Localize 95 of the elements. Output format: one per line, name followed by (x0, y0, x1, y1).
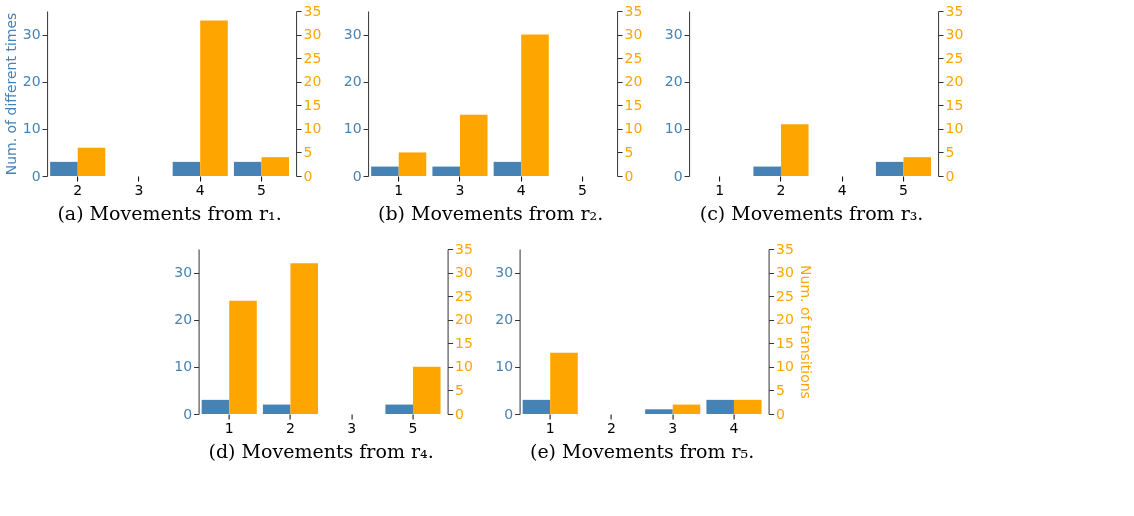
text: (c) Movements from r₃. (699, 202, 924, 224)
y2-tick-label: 10 (776, 358, 794, 375)
y2-tick-label: 5 (776, 381, 786, 398)
y2-tick-label: 25 (945, 49, 964, 66)
y-tick-label: 10 (22, 120, 41, 137)
text: (b) Movements from r₂. (378, 202, 604, 224)
y-tick-label: 20 (664, 73, 683, 90)
x-tick-label: 2 (607, 419, 616, 436)
y-tick-label: 20 (22, 73, 41, 90)
y2-tick-label: 15 (776, 334, 794, 351)
y2-tick-label: 15 (624, 96, 643, 113)
y2-tick-label: 0 (945, 167, 955, 184)
y-tick-label: 20 (495, 311, 514, 328)
y-tick-label: 30 (174, 264, 193, 281)
y2-tick-label: 30 (945, 26, 964, 43)
y2-tick-label: 30 (624, 26, 643, 43)
x-tick-label: 5 (257, 181, 266, 198)
bar (398, 152, 427, 176)
y2-tick-label: 10 (303, 120, 322, 137)
x-tick-label: 1 (545, 419, 555, 436)
y-tick-label: 30 (495, 264, 514, 281)
y2-tick-label: 10 (624, 120, 643, 137)
y-axis-title: Num. of different times (2, 12, 19, 176)
y2-tick-label: 35 (624, 2, 643, 19)
y-tick-label: 10 (174, 358, 193, 375)
x-tick-label: 5 (408, 419, 418, 436)
x-tick-label: 1 (394, 181, 404, 198)
x-tick-label: 4 (837, 181, 847, 198)
x-tick-label: 2 (776, 181, 786, 198)
bar (412, 366, 441, 414)
text: (d) Movements from r₄. (208, 440, 434, 462)
text: (e) Movements from r₅. (529, 440, 755, 462)
x-tick-label: 3 (455, 181, 465, 198)
y2-tick-label: 25 (776, 287, 794, 304)
y2-tick-label: 20 (303, 73, 322, 90)
y2-tick-label: 5 (303, 143, 313, 160)
y2-tick-label: 20 (945, 73, 964, 90)
x-tick-label: 1 (224, 419, 234, 436)
y-tick-label: 20 (343, 73, 362, 90)
y2-tick-label: 5 (624, 143, 634, 160)
bar (200, 20, 228, 176)
bar (459, 114, 488, 176)
bar (521, 34, 549, 176)
y-tick-label: 0 (352, 167, 362, 184)
x-tick-label: 2 (286, 419, 295, 436)
y-tick-label: 10 (343, 120, 362, 137)
y2-tick-label: 20 (455, 311, 473, 328)
y2-tick-label: 35 (455, 240, 473, 257)
bar (550, 352, 578, 414)
x-tick-label: 5 (578, 181, 587, 198)
y2-tick-label: 15 (945, 96, 964, 113)
y-tick-label: 10 (664, 120, 683, 137)
y2-tick-label: 25 (455, 287, 473, 304)
y2-tick-label: 30 (303, 26, 322, 43)
x-tick-label: 4 (729, 419, 739, 436)
y-tick-label: 30 (664, 26, 683, 43)
y2-tick-label: 35 (945, 2, 964, 19)
y2-tick-label: 5 (945, 143, 955, 160)
y-tick-label: 30 (343, 26, 362, 43)
x-tick-label: 2 (73, 181, 83, 198)
y2-tick-label: 5 (455, 381, 465, 398)
y-tick-label: 0 (183, 405, 193, 422)
y2-tick-label: 10 (455, 358, 473, 375)
y-tick-label: 0 (31, 167, 41, 184)
y-tick-label: 10 (495, 358, 514, 375)
y2-tick-label: 30 (455, 264, 473, 281)
x-tick-label: 3 (668, 419, 678, 436)
y2-axis-title: Num. of transitions (797, 265, 814, 399)
x-tick-label: 3 (134, 181, 144, 198)
y2-tick-label: 10 (945, 120, 964, 137)
y2-tick-label: 20 (624, 73, 643, 90)
y2-tick-label: 35 (303, 2, 322, 19)
y2-tick-label: 15 (455, 334, 473, 351)
x-tick-label: 4 (195, 181, 205, 198)
y2-tick-label: 30 (776, 264, 794, 281)
y2-tick-label: 35 (776, 240, 794, 257)
y2-tick-label: 25 (624, 49, 643, 66)
x-tick-label: 4 (516, 181, 526, 198)
y2-tick-label: 15 (303, 96, 322, 113)
y2-tick-label: 0 (303, 167, 313, 184)
y-tick-label: 20 (174, 311, 193, 328)
y2-tick-label: 0 (776, 405, 786, 422)
x-tick-label: 3 (347, 419, 357, 436)
text: (a) Movements from r₁. (57, 202, 282, 224)
y-tick-label: 30 (22, 26, 41, 43)
y2-tick-label: 0 (624, 167, 634, 184)
y2-tick-label: 25 (303, 49, 322, 66)
bar (229, 300, 257, 414)
y-tick-label: 0 (673, 167, 683, 184)
x-tick-label: 5 (899, 181, 908, 198)
y-tick-label: 0 (504, 405, 514, 422)
x-tick-label: 1 (715, 181, 725, 198)
bar (290, 263, 319, 414)
y2-tick-label: 20 (776, 311, 794, 328)
y2-tick-label: 0 (455, 405, 465, 422)
